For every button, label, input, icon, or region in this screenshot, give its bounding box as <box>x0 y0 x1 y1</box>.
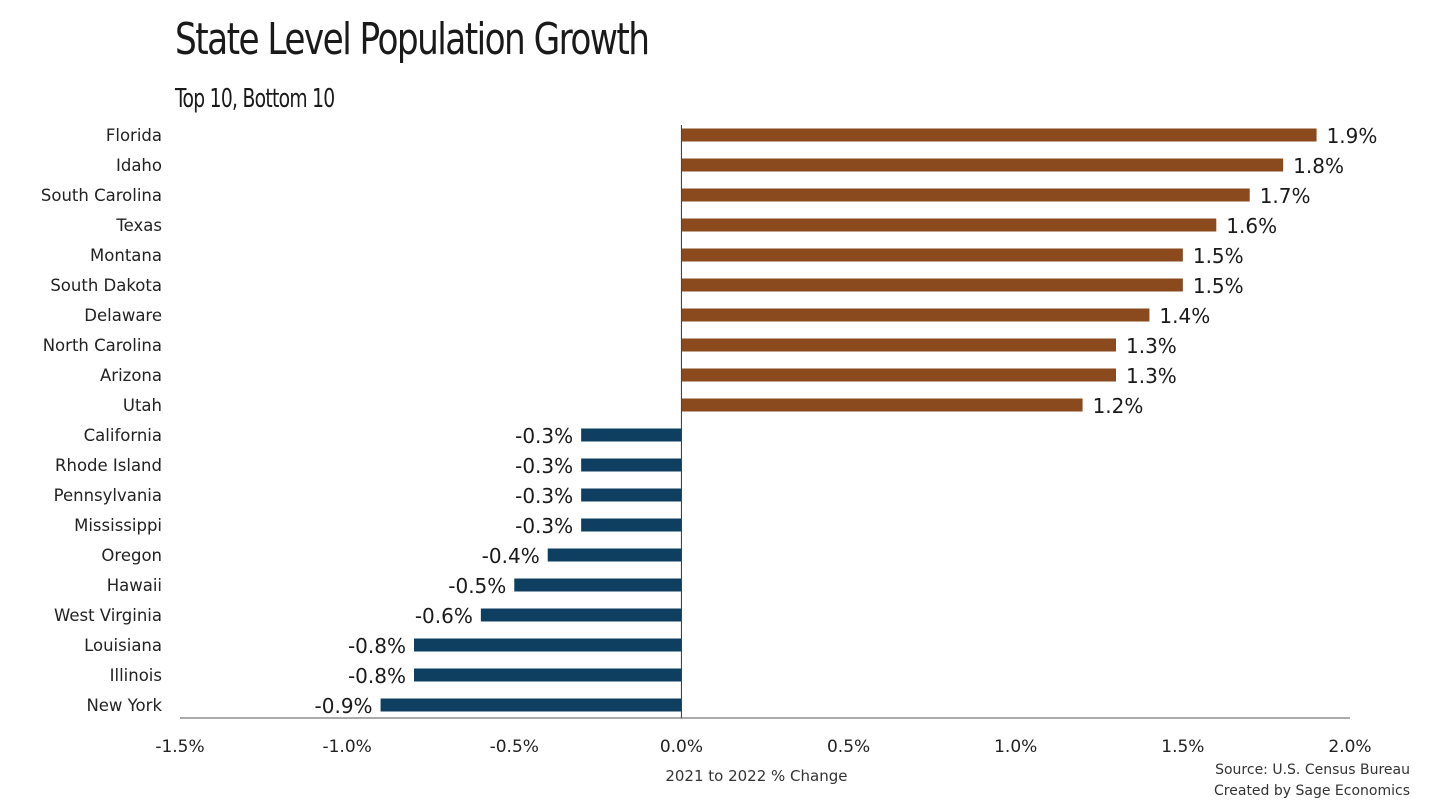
data-label: 1.6% <box>1226 214 1277 238</box>
source-note: Source: U.S. Census Bureau Created by Sa… <box>1214 760 1410 802</box>
data-label: 1.4% <box>1159 304 1210 328</box>
category-label: Louisiana <box>84 636 162 655</box>
data-label: 1.5% <box>1193 244 1244 268</box>
category-label: South Carolina <box>41 186 162 205</box>
source-text: Source: U.S. Census Bureau <box>1215 762 1410 778</box>
chart-subtitle: Top 10, Bottom 10 <box>175 84 335 114</box>
category-label: Arizona <box>100 366 162 385</box>
bar <box>681 188 1250 202</box>
x-tick-label: 0.0% <box>660 737 703 757</box>
bar <box>681 218 1217 232</box>
category-label: Montana <box>90 246 162 265</box>
category-label: Rhode Island <box>55 456 162 475</box>
credit-text: Created by Sage Economics <box>1214 783 1410 799</box>
bar <box>414 668 682 682</box>
bar <box>380 698 682 712</box>
bar <box>681 158 1284 172</box>
category-label: South Dakota <box>50 276 162 295</box>
data-label: 1.5% <box>1193 274 1244 298</box>
bar <box>681 338 1116 352</box>
bar <box>681 248 1183 262</box>
x-tick-label: -1.0% <box>322 737 371 757</box>
data-label: -0.3% <box>515 484 573 508</box>
x-tick-label: 2.0% <box>1328 737 1371 757</box>
bar <box>414 638 682 652</box>
category-label: Utah <box>123 396 162 415</box>
category-label: Mississippi <box>74 516 162 535</box>
category-label: West Virginia <box>54 606 162 625</box>
data-label: 1.3% <box>1126 364 1177 388</box>
category-label: Florida <box>106 126 162 145</box>
bar <box>514 578 682 592</box>
data-label: -0.8% <box>348 664 406 688</box>
x-axis-label: 2021 to 2022 % Change <box>665 767 847 785</box>
data-label: -0.6% <box>415 604 473 628</box>
category-label: Idaho <box>116 156 162 175</box>
bar <box>681 398 1083 412</box>
data-label: -0.3% <box>515 514 573 538</box>
category-label: North Carolina <box>43 336 162 355</box>
category-label: Delaware <box>84 306 162 325</box>
x-tick-label: 1.5% <box>1161 737 1204 757</box>
data-label: -0.8% <box>348 634 406 658</box>
bar <box>681 278 1183 292</box>
data-label: 1.9% <box>1327 124 1378 148</box>
bar <box>480 608 682 622</box>
category-label: Hawaii <box>107 576 162 595</box>
data-label: 1.2% <box>1093 394 1144 418</box>
bar <box>581 518 682 532</box>
data-label: 1.3% <box>1126 334 1177 358</box>
x-tick-label: -1.5% <box>155 737 204 757</box>
data-label: 1.8% <box>1293 154 1344 178</box>
bar <box>581 488 682 502</box>
category-label: Pennsylvania <box>54 486 162 505</box>
data-label: -0.4% <box>482 544 540 568</box>
data-label: 1.7% <box>1260 184 1311 208</box>
category-label: New York <box>86 696 162 715</box>
data-label: -0.5% <box>448 574 506 598</box>
x-tick-label: 0.5% <box>827 737 870 757</box>
bar <box>681 368 1116 382</box>
bar <box>681 308 1150 322</box>
chart-title: State Level Population Growth <box>175 14 650 65</box>
bar <box>547 548 682 562</box>
category-label: California <box>84 426 162 445</box>
data-label: -0.3% <box>515 424 573 448</box>
bar <box>581 458 682 472</box>
data-label: -0.3% <box>515 454 573 478</box>
category-label: Oregon <box>101 546 162 565</box>
x-tick-label: 1.0% <box>994 737 1037 757</box>
category-label: Texas <box>115 216 162 235</box>
x-tick-label: -0.5% <box>490 737 539 757</box>
data-label: -0.9% <box>315 694 373 718</box>
bar <box>581 428 682 442</box>
category-label: Illinois <box>110 666 162 685</box>
bar <box>681 128 1317 142</box>
